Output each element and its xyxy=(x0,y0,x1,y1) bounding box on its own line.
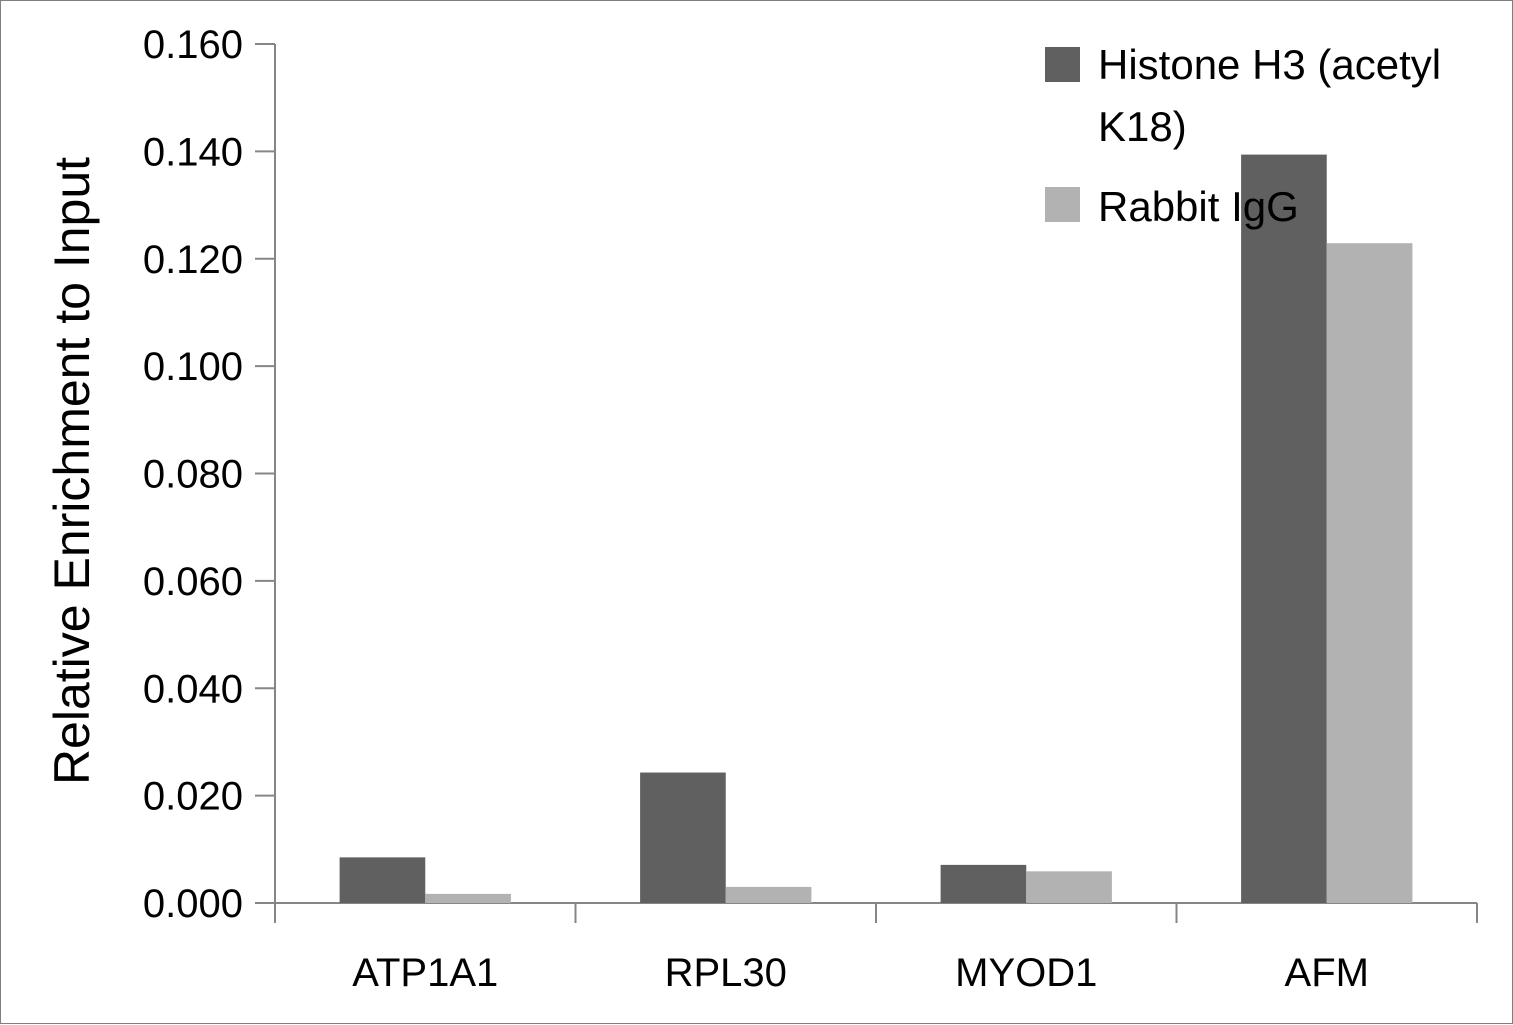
x-category-label: MYOD1 xyxy=(955,951,1097,995)
x-category-label: ATP1A1 xyxy=(352,951,498,995)
legend-label-series-2: Rabbit IgG xyxy=(1098,183,1299,230)
y-axis: 0.000 0.020 0.040 0.060 0.080 0.100 0.120 0.140… xyxy=(143,23,276,926)
bar-atp1a1-series-1 xyxy=(339,857,426,903)
bar-myod1-series-2 xyxy=(1026,871,1112,903)
y-tick-label: 0.060 xyxy=(143,560,243,604)
bar-afm-series-2 xyxy=(1326,243,1413,904)
y-tick-label: 0.040 xyxy=(143,667,243,711)
y-axis-label: Relative Enrichment to Input xyxy=(44,157,100,785)
bar-atp1a1-series-2 xyxy=(425,893,511,903)
bar-rpl30-series-2 xyxy=(725,886,812,903)
y-tick-label: 0.000 xyxy=(143,882,243,926)
y-tick-label: 0.120 xyxy=(143,238,243,282)
bar-myod1-series-1 xyxy=(940,864,1027,903)
legend-swatch-series-1 xyxy=(1045,47,1080,82)
y-tick-label: 0.100 xyxy=(143,345,243,389)
legend-swatch-series-2 xyxy=(1045,187,1080,222)
x-category-label: RPL30 xyxy=(665,951,787,995)
bar-rpl30-series-1 xyxy=(640,772,726,903)
y-tick-label: 0.020 xyxy=(143,775,243,819)
y-tick-label: 0.140 xyxy=(143,130,243,174)
legend: Histone H3 (acetyl K18) Rabbit IgG xyxy=(1045,41,1441,230)
bar-afm-series-1 xyxy=(1241,154,1327,903)
legend-label-series-1: Histone H3 (acetyl K18) xyxy=(1098,41,1441,150)
x-category-label: AFM xyxy=(1285,951,1369,995)
x-axis: ATP1A1 RPL30 MYOD1 AFM xyxy=(274,902,1478,995)
y-tick-label: 0.160 xyxy=(143,23,243,67)
bars xyxy=(339,154,1413,904)
y-tick-label: 0.080 xyxy=(143,453,243,497)
